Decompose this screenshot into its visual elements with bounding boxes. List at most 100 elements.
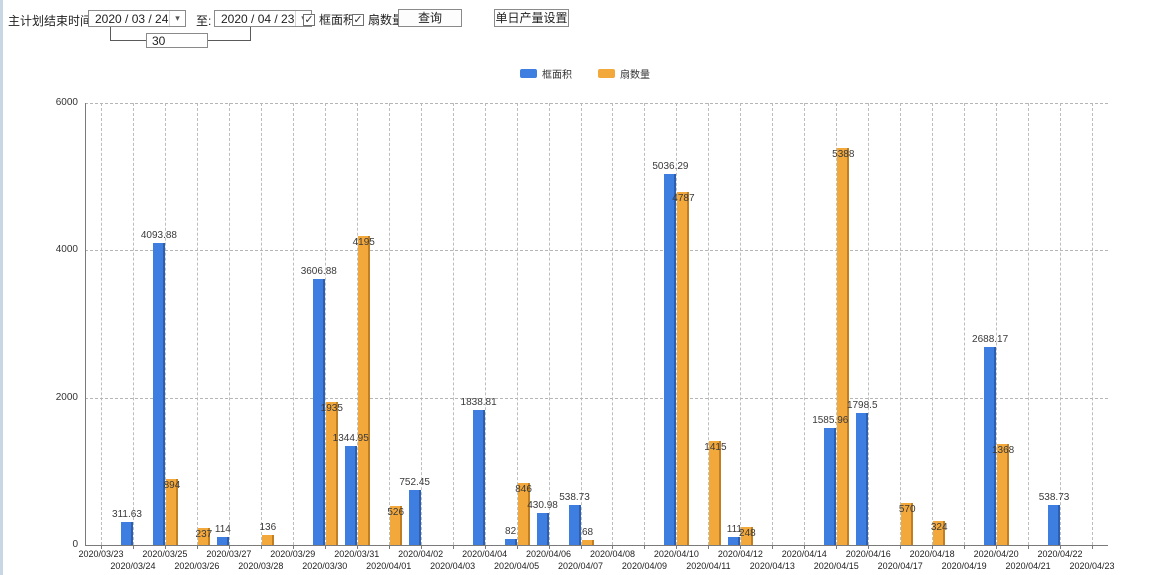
- legend-swatch-blue: [520, 69, 537, 78]
- gridline-vertical: [388, 103, 390, 545]
- x-axis-date-label: 2020/04/23: [1069, 561, 1115, 571]
- connector-line: [250, 27, 251, 41]
- x-axis-tick: [164, 545, 166, 549]
- gridline-vertical: [164, 103, 166, 545]
- gridline-vertical: [932, 103, 934, 545]
- bar-value-label: 538.73: [1038, 492, 1070, 503]
- bar-fan-count: [901, 503, 914, 545]
- x-axis-tick: [324, 545, 326, 549]
- x-axis-date-label: 2020/04/04: [462, 549, 508, 559]
- x-axis-date-label: 2020/03/24: [110, 561, 156, 571]
- x-axis-date-label: 2020/04/20: [973, 549, 1019, 559]
- gridline-horizontal: [85, 397, 1108, 399]
- gridline-vertical: [260, 103, 262, 545]
- bar-frame-area: [120, 522, 133, 545]
- bar-frame-area: [504, 539, 517, 545]
- date-from-picker[interactable]: 2020 / 03 / 24 ▾: [88, 10, 186, 27]
- gridline-vertical: [900, 103, 902, 545]
- x-axis-tick: [196, 545, 198, 549]
- bar-frame-area: [152, 243, 165, 545]
- bar-value-label: 526: [387, 507, 405, 518]
- x-axis-date-label: 2020/04/10: [653, 549, 699, 559]
- bar-value-label: 2688.17: [972, 334, 1009, 345]
- gridline-vertical: [100, 103, 102, 545]
- x-axis-date-label: 2020/03/30: [302, 561, 348, 571]
- checkbox-frame-area[interactable]: ✓ 框面积: [303, 11, 355, 28]
- gridline-vertical: [228, 103, 230, 545]
- bar-value-label: 311.63: [112, 509, 142, 520]
- bar-value-label: 82: [505, 526, 517, 537]
- gridline-vertical: [484, 103, 486, 545]
- bar-value-label: 1368: [991, 445, 1015, 456]
- bar-value-label: 538.73: [559, 492, 590, 503]
- y-axis-tick-label: 6000: [55, 97, 78, 108]
- bar-value-label: 248: [739, 528, 756, 539]
- bar-value-label: 846: [515, 484, 532, 495]
- x-axis-tick: [804, 545, 806, 549]
- date-from-value: 2020 / 03 / 24: [95, 11, 169, 26]
- checkbox-checked-icon[interactable]: ✓: [352, 13, 364, 26]
- query-button[interactable]: 查询: [398, 9, 462, 27]
- x-axis-date-label: 2020/03/29: [270, 549, 316, 559]
- x-axis-tick: [836, 545, 838, 549]
- x-axis-tick: [580, 545, 582, 549]
- bar-fan-count: [389, 506, 402, 545]
- bar-frame-area: [1048, 505, 1061, 545]
- gridline-vertical: [420, 103, 422, 545]
- gridline-vertical: [132, 103, 134, 545]
- gridline-vertical: [996, 103, 998, 545]
- gridline-vertical: [1060, 103, 1062, 545]
- x-axis-tick: [452, 545, 454, 549]
- gridline-vertical: [580, 103, 582, 545]
- bar-fan-count: [741, 527, 754, 545]
- legend-label: 扇数量: [620, 70, 650, 81]
- bar-value-label: 324: [930, 522, 948, 533]
- date-to-value: 2020 / 04 / 23: [221, 11, 295, 26]
- bar-frame-area: [728, 537, 741, 545]
- connector-line: [110, 40, 146, 41]
- window-left-border: [0, 0, 3, 575]
- x-axis-tick: [868, 545, 870, 549]
- bar-value-label: 111: [726, 524, 742, 535]
- bar-value-label: 1935: [320, 403, 343, 414]
- x-axis-date-label: 2020/04/13: [749, 561, 795, 571]
- days-between-input[interactable]: 30: [146, 33, 208, 48]
- bar-fan-count: [581, 540, 594, 545]
- x-axis-tick: [996, 545, 998, 549]
- bar-value-label: 894: [163, 480, 181, 491]
- gridline-vertical: [1092, 103, 1094, 545]
- bar-frame-area: [312, 279, 325, 545]
- gridline-vertical: [836, 103, 838, 545]
- gridline-vertical: [868, 103, 870, 545]
- x-axis-date-label: 2020/04/14: [781, 549, 827, 559]
- checkbox-frame-area-label: 框面积: [319, 13, 356, 27]
- x-axis-tick: [612, 545, 614, 549]
- connector-line: [208, 40, 251, 41]
- x-axis-date-label: 2020/04/18: [909, 549, 955, 559]
- bar-frame-area: [216, 537, 229, 545]
- bar-frame-area: [568, 505, 581, 545]
- x-axis-tick: [900, 545, 902, 549]
- x-axis-date-label: 2020/04/09: [621, 561, 667, 571]
- x-axis-tick: [516, 545, 518, 549]
- chevron-down-icon[interactable]: ▾: [169, 11, 185, 26]
- checkbox-fan-count[interactable]: ✓ 扇数量: [352, 11, 404, 28]
- bar-value-label: 3606.88: [300, 266, 337, 277]
- gridline-vertical: [676, 103, 678, 545]
- legend-item-frame-area: 框面积: [520, 66, 572, 81]
- x-axis-date-label: 2020/04/03: [430, 561, 476, 571]
- x-axis-tick: [420, 545, 422, 549]
- checkbox-checked-icon[interactable]: ✓: [303, 13, 315, 26]
- x-axis-tick: [228, 545, 230, 549]
- bar-value-label: 114: [214, 524, 231, 535]
- x-axis-tick: [772, 545, 774, 549]
- bar-fan-count: [165, 479, 178, 545]
- x-axis-date-label: 2020/04/11: [686, 561, 731, 571]
- x-axis-tick: [740, 545, 742, 549]
- legend-item-fan-count: 扇数量: [598, 66, 650, 81]
- daily-output-settings-button[interactable]: 单日产量设置: [494, 9, 569, 27]
- x-axis-tick: [484, 545, 486, 549]
- gridline-vertical: [356, 103, 358, 545]
- bar-value-label: 1344.95: [332, 433, 369, 444]
